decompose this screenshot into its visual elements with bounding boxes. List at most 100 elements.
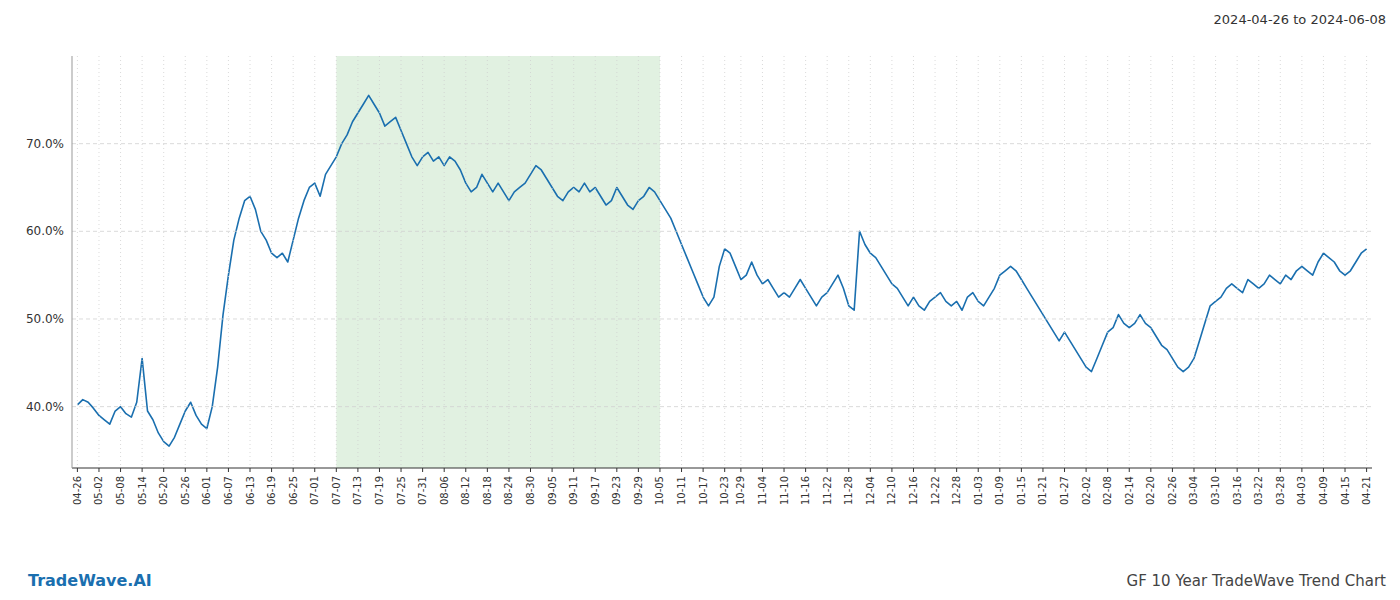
x-grid-line <box>1345 56 1346 468</box>
x-tick <box>357 468 358 472</box>
x-tick <box>552 468 553 472</box>
x-grid-line <box>206 56 207 468</box>
x-grid-line <box>163 56 164 468</box>
x-tick <box>848 468 849 472</box>
x-tick-label: 03-16 <box>1232 476 1243 505</box>
x-grid-line <box>659 56 660 468</box>
x-tick <box>379 468 380 472</box>
x-tick-label: 11-16 <box>800 476 811 505</box>
x-grid-line <box>379 56 380 468</box>
x-tick <box>1150 468 1151 472</box>
x-tick-label: 02-26 <box>1167 476 1178 505</box>
x-tick-label: 01-27 <box>1059 476 1070 505</box>
x-tick <box>827 468 828 472</box>
x-tick-label: 09-17 <box>590 476 601 505</box>
x-grid-line <box>336 56 337 468</box>
x-grid-line <box>185 56 186 468</box>
x-tick <box>1345 468 1346 472</box>
x-tick-label: 08-12 <box>460 476 471 505</box>
title: GF 10 Year TradeWave Trend Chart <box>1127 572 1387 590</box>
x-grid-line <box>552 56 553 468</box>
x-grid-line <box>891 56 892 468</box>
x-tick <box>120 468 121 472</box>
x-grid-line <box>1258 56 1259 468</box>
x-tick <box>250 468 251 472</box>
x-grid-line <box>681 56 682 468</box>
x-tick <box>185 468 186 472</box>
x-tick-label: 11-28 <box>843 476 854 505</box>
x-grid-line <box>724 56 725 468</box>
x-tick-label: 10-05 <box>654 476 665 505</box>
x-grid-line <box>250 56 251 468</box>
x-tick-label: 01-15 <box>1016 476 1027 505</box>
x-tick-label: 03-10 <box>1210 476 1221 505</box>
subtitle: 2024-04-26 to 2024-06-08 <box>1214 12 1386 27</box>
x-grid-line <box>357 56 358 468</box>
x-tick-label: 01-21 <box>1037 476 1048 505</box>
x-grid-line <box>1129 56 1130 468</box>
x-tick <box>805 468 806 472</box>
x-grid-line <box>1064 56 1065 468</box>
y-tick-label: 40.0% <box>26 400 64 414</box>
x-grid-line <box>1107 56 1108 468</box>
x-tick <box>444 468 445 472</box>
x-tick <box>98 468 99 472</box>
x-tick <box>1172 468 1173 472</box>
x-tick <box>616 468 617 472</box>
x-tick <box>77 468 78 472</box>
x-tick <box>314 468 315 472</box>
x-grid-line <box>1021 56 1022 468</box>
x-tick <box>724 468 725 472</box>
grid <box>72 56 1372 468</box>
x-grid-line <box>956 56 957 468</box>
x-tick <box>595 468 596 472</box>
x-tick-label: 07-01 <box>309 476 320 505</box>
x-tick-label: 06-13 <box>245 476 256 505</box>
x-grid-line <box>1215 56 1216 468</box>
x-tick-label: 12-04 <box>865 476 876 505</box>
x-grid-line <box>1150 56 1151 468</box>
x-grid-line <box>638 56 639 468</box>
x-tick <box>530 468 531 472</box>
x-tick-label: 07-31 <box>417 476 428 505</box>
x-tick-label: 03-22 <box>1253 476 1264 505</box>
x-grid-line <box>762 56 763 468</box>
chart: 40.0%50.0%60.0%70.0%04-2605-0205-0805-14… <box>0 0 1400 600</box>
x-grid-line <box>1042 56 1043 468</box>
x-grid-line <box>1366 56 1367 468</box>
x-tick-label: 05-02 <box>93 476 104 505</box>
x-tick <box>703 468 704 472</box>
x-tick <box>1258 468 1259 472</box>
x-grid-line <box>1301 56 1302 468</box>
x-tick <box>465 468 466 472</box>
x-grid-line <box>228 56 229 468</box>
x-tick-label: 02-08 <box>1102 476 1113 505</box>
plot-area <box>77 56 1366 468</box>
x-tick <box>1366 468 1367 472</box>
x-tick-label: 12-16 <box>908 476 919 505</box>
x-tick-label: 09-29 <box>633 476 644 505</box>
x-grid-line <box>1237 56 1238 468</box>
x-tick-label: 02-20 <box>1145 476 1156 505</box>
x-tick <box>1064 468 1065 472</box>
x-tick-label: 08-18 <box>482 476 493 505</box>
x-tick-label: 06-07 <box>223 476 234 505</box>
x-tick <box>336 468 337 472</box>
x-tick-label: 04-03 <box>1296 476 1307 505</box>
x-grid-line <box>293 56 294 468</box>
x-tick <box>228 468 229 472</box>
x-tick-label: 07-13 <box>352 476 363 505</box>
x-tick <box>891 468 892 472</box>
x-grid-line <box>999 56 1000 468</box>
x-tick-label: 09-11 <box>568 476 579 505</box>
x-tick-label: 08-30 <box>525 476 536 505</box>
x-tick-label: 06-25 <box>288 476 299 505</box>
x-tick <box>1280 468 1281 472</box>
y-grid-line <box>72 318 1372 319</box>
x-tick <box>870 468 871 472</box>
x-tick <box>1237 468 1238 472</box>
x-tick <box>913 468 914 472</box>
x-tick-label: 10-17 <box>698 476 709 505</box>
x-tick <box>999 468 1000 472</box>
x-tick-label: 04-09 <box>1318 476 1329 505</box>
